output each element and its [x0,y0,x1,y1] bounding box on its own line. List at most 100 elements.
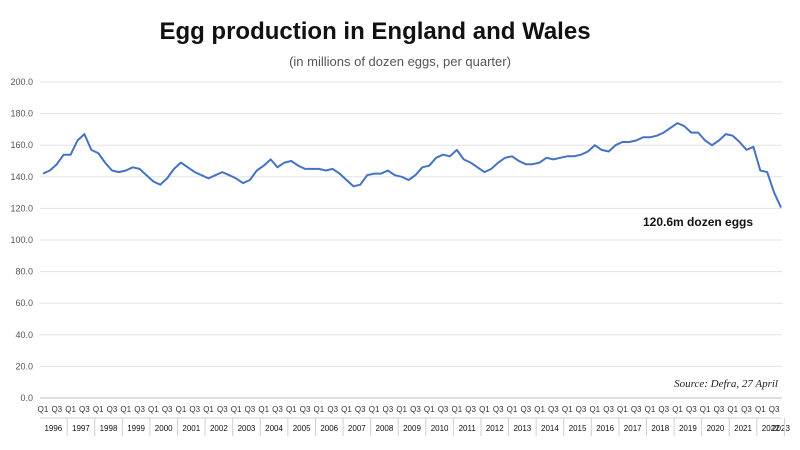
x-quarter-label: Q3 [272,405,283,414]
x-quarter-label: Q1 [369,405,380,414]
x-year-label: 2015 [569,424,587,433]
x-quarter-label: Q1 [700,405,711,414]
x-quarter-label: Q3 [493,405,504,414]
x-year-label: 2000 [155,424,173,433]
x-quarter-label: Q1 [314,405,325,414]
x-quarter-label: Q1 [534,405,545,414]
x-year-label: 2018 [651,424,669,433]
x-year-label: 2014 [541,424,559,433]
x-quarter-label: Q3 [355,405,366,414]
y-tick-label: 180.0 [10,109,33,119]
x-year-label: 2008 [376,424,394,433]
x-quarter-label: Q1 [231,405,242,414]
x-year-label: 2005 [293,424,311,433]
x-year-label: 1996 [44,424,62,433]
x-quarter-label: Q1 [203,405,214,414]
x-quarter-label: Q1 [120,405,131,414]
y-tick-label: 20.0 [15,361,33,371]
x-quarter-label: Q3 [327,405,338,414]
x-quarter-label: Q3 [631,405,642,414]
x-quarter-label: Q1 [727,405,738,414]
series-line-group [42,122,782,208]
x-quarter-label: Q3 [741,405,752,414]
x-year-label: 2004 [265,424,283,433]
x-year-label: 2020 [707,424,725,433]
x-quarter-label: Q1 [148,405,159,414]
source-note: Source: Defra, 27 April [674,378,778,390]
final-value-annotation: 120.6m dozen eggs [643,215,753,229]
x-quarter-label: Q3 [520,405,531,414]
x-year-label: 2021 [734,424,752,433]
x-quarter-label: Q3 [658,405,669,414]
x-quarter-label: Q3 [134,405,145,414]
x-quarter-label: Q3 [245,405,256,414]
y-tick-label: 60.0 [15,298,33,308]
x-quarter-label: Q1 [507,405,518,414]
x-quarter-label: Q3 [107,405,118,414]
y-tick-label: 120.0 [10,203,33,213]
x-quarter-label: Q1 [65,405,76,414]
x-quarter-label: Q1 [755,405,766,414]
x-quarter-label: Q1 [562,405,573,414]
x-quarter-label: Q3 [383,405,394,414]
x-quarter-label: Q1 [479,405,490,414]
x-quarter-label: Q1 [396,405,407,414]
x-quarter-label: Q1 [176,405,187,414]
x-quarter-label: Q3 [769,405,780,414]
chart-subtitle: (in millions of dozen eggs, per quarter) [289,54,511,69]
y-tick-label: 80.0 [15,267,33,277]
x-quarter-label: Q3 [686,405,697,414]
x-quarter-label: Q3 [438,405,449,414]
x-quarter-label: Q1 [341,405,352,414]
y-tick-label: 200.0 [10,77,33,87]
x-quarter-label: Q1 [258,405,269,414]
x-year-label: 1997 [72,424,90,433]
x-quarter-label: Q3 [189,405,200,414]
x-year-label: 2013 [513,424,531,433]
x-quarter-label: Q1 [672,405,683,414]
x-quarter-label: Q3 [603,405,614,414]
x-quarter-label: Q3 [300,405,311,414]
x-year-label: 1998 [100,424,118,433]
x-quarter-label: Q1 [589,405,600,414]
x-year-label: 2001 [182,424,200,433]
x-year-label: 2007 [348,424,366,433]
x-year-label: 1999 [127,424,145,433]
y-tick-label: 140.0 [10,172,33,182]
x-quarter-label: Q1 [286,405,297,414]
x-year-label: 2011 [459,424,477,433]
x-year-label: 2012 [486,424,504,433]
x-year-label: 2022 [762,424,780,433]
y-tick-label: 160.0 [10,140,33,150]
y-tick-label: 0.0 [20,393,33,403]
x-year-label: 2023 [772,424,790,433]
y-axis-ticks: 0.0 20.0 40.0 60.0 80.0 100.0 120.0 140.0 160.0 1… [10,77,33,403]
x-year-label: 2017 [624,424,642,433]
y-tick-label: 40.0 [15,330,33,340]
x-quarter-label: Q3 [465,405,476,414]
x-year-label: 2016 [596,424,614,433]
x-year-label: 2002 [210,424,228,433]
y-tick-label: 100.0 [10,235,33,245]
x-quarter-label: Q3 [79,405,90,414]
x-quarter-label: Q3 [576,405,587,414]
x-quarter-label: Q1 [617,405,628,414]
x-quarter-label: Q3 [217,405,228,414]
chart-title: Egg production in England and Wales [159,18,591,45]
x-quarter-label: Q3 [162,405,173,414]
x-year-label: 2006 [320,424,338,433]
gridlines [40,81,782,399]
egg-production-series-line [42,122,782,208]
x-quarter-label: Q1 [38,405,49,414]
x-quarter-label: Q3 [410,405,421,414]
x-quarter-label: Q1 [93,405,104,414]
x-year-label: 2003 [238,424,256,433]
x-year-label: 2009 [403,424,421,433]
x-quarter-label: Q3 [714,405,725,414]
x-year-label: 2019 [679,424,697,433]
x-quarter-label: Q1 [424,405,435,414]
x-quarter-label: Q3 [548,405,559,414]
x-year-label: 2010 [431,424,449,433]
